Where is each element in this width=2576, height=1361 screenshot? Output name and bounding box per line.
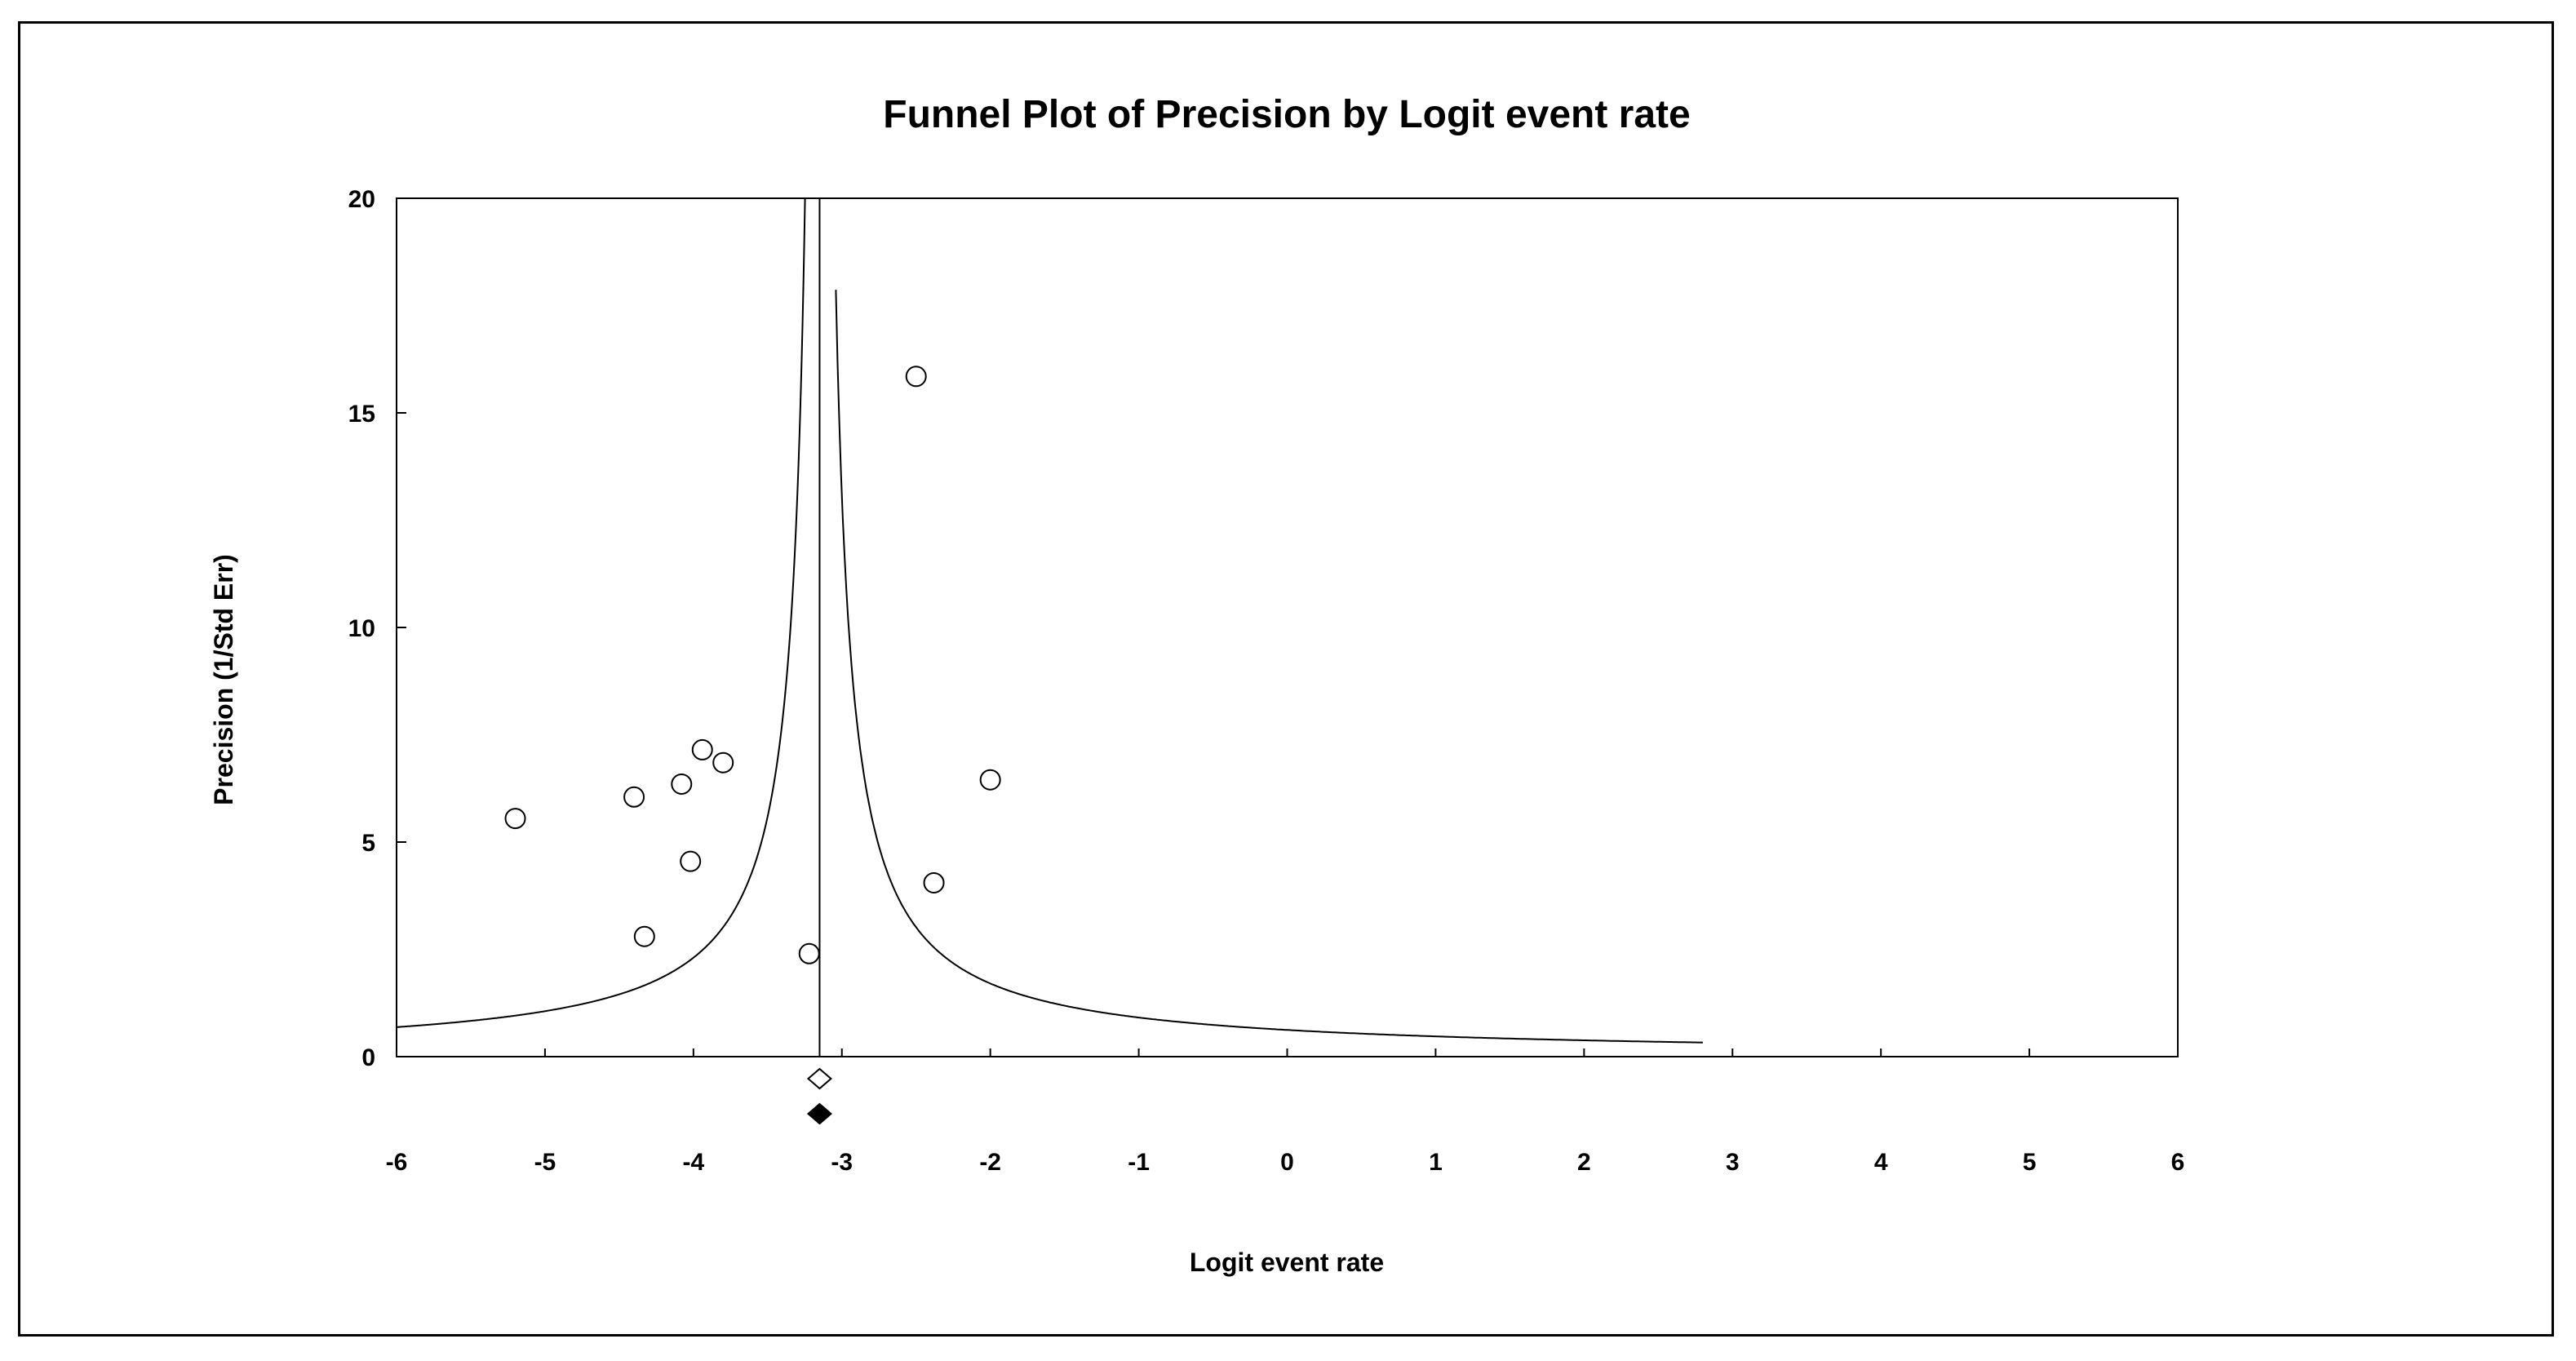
- summary-diamonds: [806, 1067, 832, 1125]
- observed-effect-diamond: [806, 1067, 832, 1090]
- study-point: [691, 738, 713, 760]
- study-point: [905, 366, 927, 388]
- y-tick-label: 5: [361, 830, 375, 857]
- x-tick-label: 1: [1429, 1149, 1443, 1176]
- y-tick-label: 20: [348, 186, 375, 213]
- study-point: [923, 871, 945, 893]
- study-point: [680, 850, 702, 872]
- x-tick-label: -1: [1128, 1149, 1150, 1176]
- x-tick-label: 4: [1874, 1149, 1888, 1176]
- x-tick-label: 0: [1280, 1149, 1294, 1176]
- plot-area: [396, 197, 2179, 1057]
- funnel-boundary-right: [835, 290, 1703, 1044]
- x-tick-label: 2: [1577, 1149, 1591, 1176]
- y-tick-label: 15: [348, 401, 375, 428]
- x-tick-label: 3: [1726, 1149, 1740, 1176]
- x-axis-ticks: -6 -5 -4 -3 -2 -1 0 1 2 3 4 5 6: [386, 1048, 2185, 1176]
- y-tick-label: 0: [361, 1044, 375, 1071]
- study-point: [798, 942, 820, 964]
- x-tick-label: -4: [682, 1149, 704, 1176]
- study-point: [979, 769, 1001, 791]
- y-axis-label: Precision (1/Std Err): [209, 554, 238, 805]
- study-point: [712, 751, 734, 774]
- study-point: [633, 925, 655, 947]
- study-point: [671, 773, 693, 795]
- adjusted-effect-diamond: [806, 1102, 832, 1125]
- funnel-boundary-left: [397, 197, 806, 1028]
- study-point: [623, 786, 645, 808]
- chart-title: Funnel Plot of Precision by Logit event …: [883, 93, 1690, 136]
- x-tick-label: 5: [2023, 1149, 2037, 1176]
- x-tick-label: 6: [2171, 1149, 2185, 1176]
- study-point: [504, 808, 526, 830]
- x-tick-label: -5: [534, 1149, 556, 1176]
- study-points: [504, 366, 1001, 964]
- x-tick-label: -6: [386, 1149, 408, 1176]
- x-axis-label: Logit event rate: [1190, 1248, 1384, 1277]
- y-axis-ticks: 0 5 10 15 20: [348, 186, 406, 1071]
- x-tick-label: -2: [979, 1149, 1001, 1176]
- x-tick-label: -3: [831, 1149, 853, 1176]
- y-tick-label: 10: [348, 615, 375, 642]
